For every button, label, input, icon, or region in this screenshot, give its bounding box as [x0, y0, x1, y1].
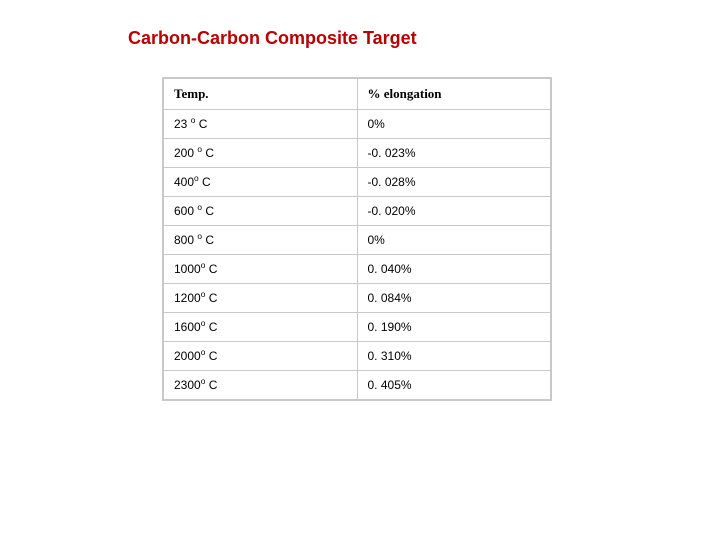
degree-symbol: o	[201, 376, 206, 386]
table-row: 400o C-0. 028%	[163, 168, 551, 197]
cell-elongation: 0%	[357, 226, 551, 255]
cell-elongation: 0. 084%	[357, 284, 551, 313]
temp-value: 400	[174, 175, 194, 189]
table-row: 2000o C0. 310%	[163, 342, 551, 371]
temp-value: 23	[174, 117, 191, 131]
cell-elongation: 0. 040%	[357, 255, 551, 284]
temp-value: 200	[174, 146, 197, 160]
cell-elongation: 0%	[357, 110, 551, 139]
table-row: 1000o C0. 040%	[163, 255, 551, 284]
table-row: 2300o C0. 405%	[163, 371, 551, 401]
temp-unit: C	[209, 378, 218, 392]
temp-unit: C	[209, 349, 218, 363]
degree-symbol: o	[197, 231, 202, 241]
table-row: 600 o C-0. 020%	[163, 197, 551, 226]
temp-unit: C	[209, 320, 218, 334]
cell-temp: 1600o C	[163, 313, 357, 342]
table-row: 23 o C0%	[163, 110, 551, 139]
cell-temp: 600 o C	[163, 197, 357, 226]
cell-temp: 1000o C	[163, 255, 357, 284]
table-row: 1600o C0. 190%	[163, 313, 551, 342]
temp-unit: C	[199, 117, 208, 131]
cell-temp: 200 o C	[163, 139, 357, 168]
degree-symbol: o	[201, 318, 206, 328]
table-head: Temp. % elongation	[163, 78, 551, 110]
page-title: Carbon-Carbon Composite Target	[128, 28, 720, 49]
col-header-elongation: % elongation	[357, 78, 551, 110]
degree-symbol: o	[191, 115, 196, 125]
cell-temp: 23 o C	[163, 110, 357, 139]
temp-value: 2300	[174, 378, 201, 392]
degree-symbol: o	[197, 202, 202, 212]
table-row: 1200o C0. 084%	[163, 284, 551, 313]
page-root: Carbon-Carbon Composite Target Temp. % e…	[0, 0, 720, 540]
cell-elongation: 0. 405%	[357, 371, 551, 401]
temp-value: 800	[174, 233, 197, 247]
temp-value: 1600	[174, 320, 201, 334]
degree-symbol: o	[201, 289, 206, 299]
elongation-table: Temp. % elongation 23 o C0%200 o C-0. 02…	[162, 77, 552, 401]
cell-temp: 400o C	[163, 168, 357, 197]
table-row: 800 o C0%	[163, 226, 551, 255]
degree-symbol: o	[201, 260, 206, 270]
cell-elongation: -0. 023%	[357, 139, 551, 168]
table-row: 200 o C-0. 023%	[163, 139, 551, 168]
cell-temp: 2300o C	[163, 371, 357, 401]
temp-unit: C	[205, 204, 214, 218]
cell-elongation: -0. 028%	[357, 168, 551, 197]
temp-unit: C	[209, 291, 218, 305]
temp-value: 600	[174, 204, 197, 218]
cell-temp: 1200o C	[163, 284, 357, 313]
degree-symbol: o	[197, 144, 202, 154]
temp-unit: C	[205, 233, 214, 247]
table-body: 23 o C0%200 o C-0. 023%400o C-0. 028%600…	[163, 110, 551, 401]
degree-symbol: o	[194, 173, 199, 183]
cell-temp: 800 o C	[163, 226, 357, 255]
temp-value: 1200	[174, 291, 201, 305]
degree-symbol: o	[201, 347, 206, 357]
temp-unit: C	[209, 262, 218, 276]
col-header-temp: Temp.	[163, 78, 357, 110]
cell-elongation: 0. 190%	[357, 313, 551, 342]
temp-unit: C	[202, 175, 211, 189]
cell-elongation: -0. 020%	[357, 197, 551, 226]
cell-temp: 2000o C	[163, 342, 357, 371]
header-row: Temp. % elongation	[163, 78, 551, 110]
temp-value: 1000	[174, 262, 201, 276]
temp-unit: C	[205, 146, 214, 160]
cell-elongation: 0. 310%	[357, 342, 551, 371]
temp-value: 2000	[174, 349, 201, 363]
